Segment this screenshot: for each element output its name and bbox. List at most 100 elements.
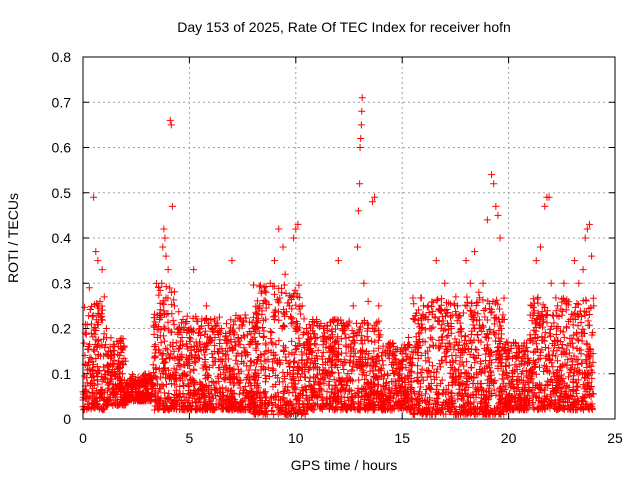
data-point [224,347,232,355]
data-point [300,400,308,408]
data-point [470,353,478,361]
data-point [270,316,278,324]
data-point [93,342,101,350]
data-point [436,306,444,314]
data-point [426,325,434,332]
data-point [227,338,235,346]
data-point [495,391,503,399]
data-point [368,198,376,206]
data-point [168,328,176,336]
data-point [331,352,339,360]
data-point [552,294,560,302]
data-point [572,356,580,364]
data-point [271,257,279,265]
data-point [364,321,372,329]
data-point [589,390,597,398]
data-point [485,361,493,369]
data-point [361,375,369,383]
data-point [265,399,273,407]
data-point [371,388,379,396]
data-point [517,370,525,378]
data-point [310,399,318,407]
data-point [454,395,462,403]
data-point [434,344,442,352]
data-point [458,358,466,366]
data-point [94,380,102,388]
data-point [370,359,378,367]
data-point [329,359,337,367]
data-point [266,279,274,287]
data-point [441,325,449,333]
data-point [534,345,542,353]
data-point [245,366,253,374]
data-point [219,388,227,396]
data-point [207,315,215,323]
data-point [262,299,270,307]
data-point [162,380,170,388]
data-point [170,375,178,383]
data-point [230,381,238,389]
data-point [102,397,110,405]
data-point [541,337,549,345]
data-point [222,351,230,359]
data-point [513,377,521,385]
data-point [420,406,428,414]
data-point [532,318,540,326]
data-point [183,312,191,320]
data-point [88,320,96,328]
data-point [392,355,400,363]
data-point [563,324,571,332]
data-point [508,354,516,362]
data-point [253,319,261,327]
data-point [89,360,97,368]
data-point [184,355,192,363]
data-point [492,202,500,210]
data-point [428,362,436,370]
data-point [490,329,498,337]
data-point [254,384,262,392]
data-point [323,388,331,396]
data-point [326,318,334,326]
data-point [210,358,218,366]
data-point [387,393,395,401]
data-point [193,355,201,363]
data-point [302,362,310,370]
data-point [290,374,298,382]
data-point [197,393,205,401]
data-point [523,391,531,399]
data-point [86,340,94,348]
data-point [303,385,311,393]
data-point [261,371,269,379]
data-point [562,346,570,354]
data-point [483,216,491,224]
data-point [229,346,237,354]
data-point [175,323,183,331]
data-point [161,325,169,333]
data-point [574,360,582,368]
data-point [178,354,186,362]
data-point [496,351,504,359]
data-point [246,362,254,370]
data-point [564,356,572,364]
data-point [438,406,446,414]
data-point [566,395,574,403]
data-point [462,257,470,265]
data-point [285,389,293,397]
data-point [501,399,509,407]
data-point [159,243,167,251]
data-point [320,379,328,387]
data-point [247,357,255,365]
data-point [280,394,288,402]
data-point [161,359,169,367]
data-point [215,396,223,404]
data-point [459,407,467,415]
data-point [366,391,374,399]
data-point [216,393,224,401]
data-point [510,391,518,399]
data-point [334,257,342,265]
data-point [217,325,225,332]
data-point [573,368,581,376]
data-point [589,358,597,366]
data-point [530,348,538,356]
data-point [308,405,316,413]
